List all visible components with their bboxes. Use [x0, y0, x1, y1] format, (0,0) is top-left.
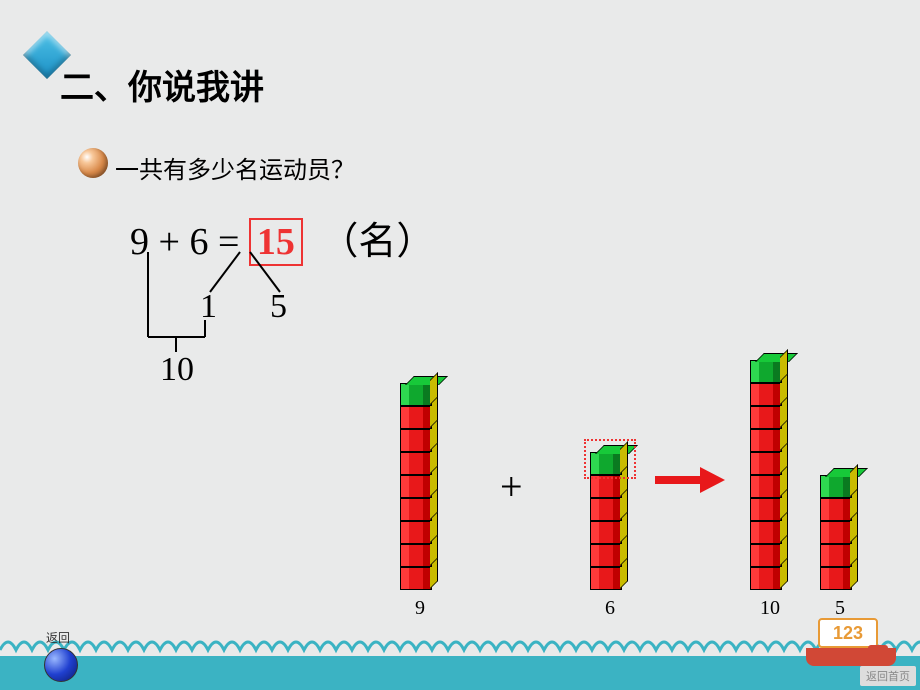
cube: [820, 475, 852, 498]
boat-label: 123: [818, 618, 878, 648]
cube: [400, 429, 432, 452]
cube: [820, 567, 852, 590]
dotted-highlight: [584, 439, 636, 479]
nav-home-button[interactable]: 返回首页: [860, 666, 916, 686]
section-title: 二、你说我讲: [60, 60, 264, 109]
stack-label: 5: [822, 597, 858, 620]
cube: [750, 544, 782, 567]
boat-icon: 123: [806, 618, 896, 672]
cube: [400, 567, 432, 590]
split-left: 1: [200, 288, 217, 325]
cube: [590, 544, 622, 567]
eq-unit: （名）: [320, 221, 434, 263]
cube: [820, 498, 852, 521]
cube: [590, 521, 622, 544]
cube: [590, 498, 622, 521]
cube: [590, 567, 622, 590]
nav-back-label: 返回: [46, 629, 70, 646]
question-bullet-icon: [78, 148, 108, 178]
stack-label: 9: [402, 597, 438, 620]
cube: [750, 567, 782, 590]
cube: [400, 498, 432, 521]
cube: [750, 383, 782, 406]
cube: [400, 475, 432, 498]
cube: [750, 429, 782, 452]
split-sum: 10: [160, 351, 194, 388]
cube: [750, 475, 782, 498]
cube: [400, 452, 432, 475]
cube: [750, 498, 782, 521]
cube: [820, 544, 852, 567]
split-right: 5: [270, 288, 287, 325]
stack-label: 6: [592, 597, 628, 620]
cube: [750, 360, 782, 383]
cube: [400, 406, 432, 429]
cube: [750, 521, 782, 544]
blocks-plus: +: [500, 463, 523, 510]
cube: [820, 521, 852, 544]
blocks-area: + 9 6 10 5: [370, 310, 900, 630]
blocks-arrow-icon: [655, 465, 725, 500]
boat-hull: [806, 648, 896, 666]
stack-label: 10: [752, 597, 788, 620]
cube: [400, 544, 432, 567]
cube: [400, 521, 432, 544]
footer-band: [0, 656, 920, 690]
cube: [400, 383, 432, 406]
number-split-diagram: 1 5 10: [130, 252, 280, 362]
nav-back-button[interactable]: [44, 648, 78, 682]
question-text: 一共有多少名运动员？: [115, 150, 355, 185]
cube: [750, 406, 782, 429]
cube: [750, 452, 782, 475]
wave-border: [0, 632, 920, 656]
